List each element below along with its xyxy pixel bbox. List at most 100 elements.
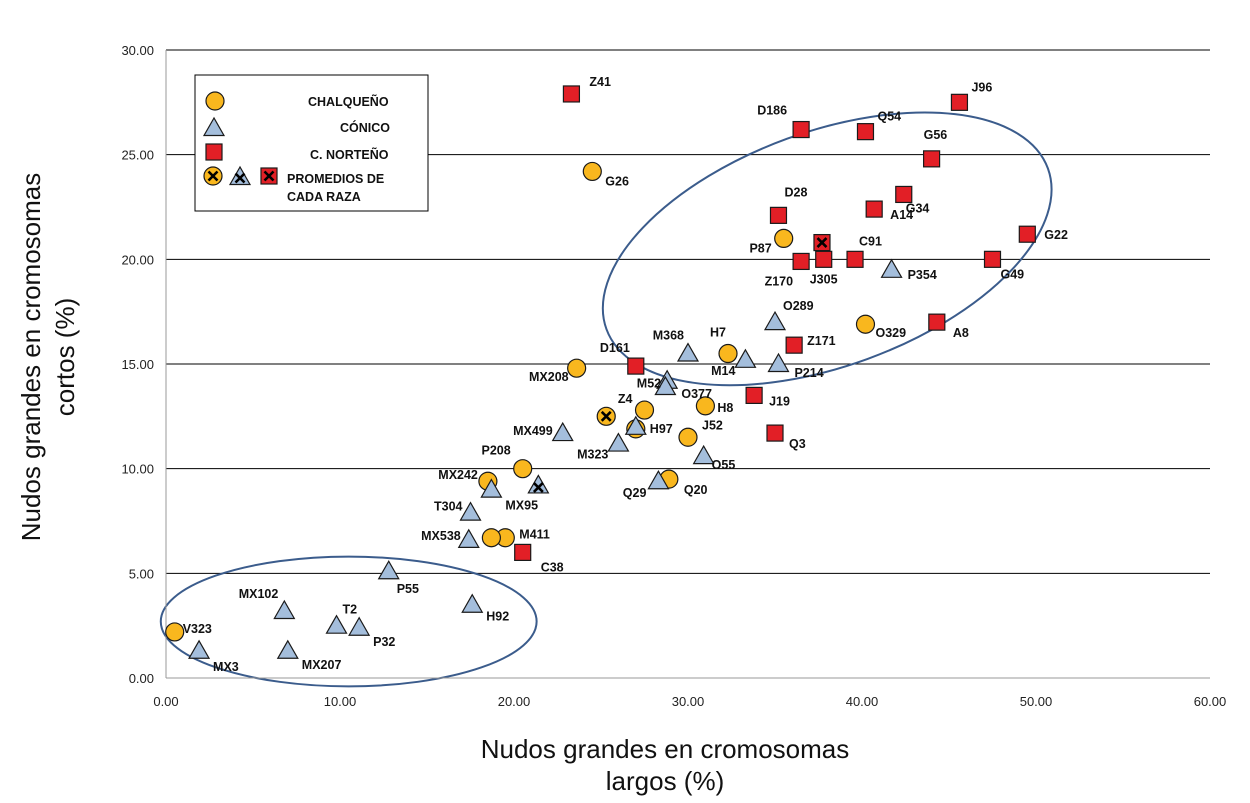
x-axis-title-line2: largos (%) <box>606 766 724 796</box>
point-label-t2: T2 <box>343 603 358 617</box>
point-label-p87: P87 <box>749 241 771 255</box>
mean-x-mark <box>816 237 828 249</box>
legend-chalqueno-marker <box>205 91 225 111</box>
point-p354 <box>880 258 903 278</box>
point-label-mx95: MX95 <box>505 499 538 513</box>
point-c91 <box>846 250 864 268</box>
point-j305 <box>815 250 833 268</box>
point-circle-13 <box>481 528 501 548</box>
y-tick-label: 5.00 <box>129 566 154 581</box>
point-label-j305: J305 <box>810 272 838 286</box>
point-h97 <box>624 415 647 435</box>
point-label-h7: H7 <box>710 326 726 340</box>
legend-chalqueno-label: CHALQUEÑO <box>308 94 389 109</box>
point-label-mx208: MX208 <box>529 370 569 384</box>
legend-box <box>194 74 429 212</box>
legend-mean-x <box>234 172 246 184</box>
mean-point-conico <box>527 474 550 494</box>
point-label-g34: G34 <box>906 201 930 215</box>
point-label-c38: C38 <box>541 560 564 574</box>
mean-point-norteno <box>813 233 831 252</box>
legend-norteno-label: C. NORTEÑO <box>310 147 389 162</box>
point-d28 <box>769 206 788 224</box>
point-m14 <box>734 348 757 368</box>
legend-mean-x <box>207 170 219 182</box>
point-label-d161: D161 <box>600 341 630 355</box>
point-label-mx207: MX207 <box>302 658 342 672</box>
point-label-a8: A8 <box>953 326 969 340</box>
legend-norteno-marker <box>205 143 223 161</box>
point-mx207 <box>276 639 299 659</box>
point-j96 <box>950 93 969 111</box>
point-mx95 <box>480 478 503 498</box>
point-label-m411: M411 <box>519 528 550 542</box>
point-mx499 <box>551 421 574 442</box>
mean-conico-triangle <box>527 474 550 494</box>
point-o329 <box>855 314 876 334</box>
cluster-ellipse-1 <box>159 555 538 688</box>
x-tick-label: 0.00 <box>153 694 178 709</box>
legend-promedios-label-line1: PROMEDIOS DE <box>287 172 384 186</box>
x-tick-label: 10.00 <box>324 694 357 709</box>
point-h8 <box>695 396 716 416</box>
y-axis-title-line1: Nudos grandes en cromosomas <box>16 173 46 542</box>
point-mx102 <box>273 599 296 620</box>
point-label-z170: Z170 <box>765 274 794 288</box>
x-tick-label: 20.00 <box>498 694 531 709</box>
point-label-h92: H92 <box>486 610 509 624</box>
point-label-mx499: MX499 <box>513 424 553 438</box>
point-label-mx242: MX242 <box>438 468 478 482</box>
point-label-z4: Z4 <box>618 392 633 406</box>
point-p214 <box>767 352 790 373</box>
point-label-q20: Q20 <box>684 483 708 497</box>
point-z170 <box>792 252 810 271</box>
point-p32 <box>348 616 371 636</box>
point-q54 <box>856 123 875 141</box>
point-label-q54: Q54 <box>877 110 901 124</box>
point-j19 <box>745 386 763 404</box>
point-label-j52: J52 <box>702 418 723 432</box>
point-label-t304: T304 <box>434 500 463 514</box>
point-h7 <box>718 343 738 364</box>
axes: 0.00 5.00 10.00 15.00 20.00 25.00 30.00 0.00 10.… <box>121 43 1226 709</box>
y-tick-label: 10.00 <box>121 462 154 477</box>
point-label-o55: O55 <box>712 458 736 472</box>
cluster-ellipses <box>159 111 1053 688</box>
point-g49 <box>983 250 1002 268</box>
legend-mean-conico-marker <box>228 165 252 186</box>
point-label-p214: P214 <box>794 366 823 380</box>
point-label-z171: Z171 <box>807 334 836 348</box>
point-label-c91: C91 <box>859 234 882 248</box>
point-label-mx102: MX102 <box>239 587 279 601</box>
y-tick-label: 25.00 <box>121 148 154 163</box>
cluster-ellipse-2 <box>601 111 1053 387</box>
point-label-d186: D186 <box>757 104 787 118</box>
point-g56 <box>922 150 941 168</box>
point-label-mx3: MX3 <box>213 660 239 674</box>
point-label-q29: Q29 <box>623 486 647 500</box>
point-a14 <box>865 200 883 218</box>
point-label-a14: A14 <box>890 208 913 222</box>
point-m323 <box>607 432 630 452</box>
y-axis-title-line2: cortos (%) <box>50 298 80 416</box>
point-g22 <box>1018 225 1036 243</box>
point-t2 <box>325 614 348 634</box>
point-label-v323: V323 <box>183 622 212 636</box>
point-q29 <box>647 470 670 490</box>
x-axis-title-line1: Nudos grandes en cromosomas <box>481 734 850 764</box>
point-g26 <box>582 161 602 182</box>
point-label-m14: M14 <box>711 364 735 378</box>
legend-promedios-label-line2: CADA RAZA <box>287 190 361 204</box>
point-label-g56: G56 <box>924 128 948 142</box>
x-tick-label: 40.00 <box>846 694 879 709</box>
point-p208 <box>513 459 533 479</box>
point-g34 <box>895 185 913 204</box>
point-label-o329: O329 <box>875 326 906 340</box>
point-label-m323: M323 <box>577 448 608 462</box>
point-h92 <box>461 593 484 613</box>
point-label-z41: Z41 <box>589 75 611 89</box>
point-label-p354: P354 <box>908 268 937 282</box>
y-tick-label: 0.00 <box>129 671 154 686</box>
